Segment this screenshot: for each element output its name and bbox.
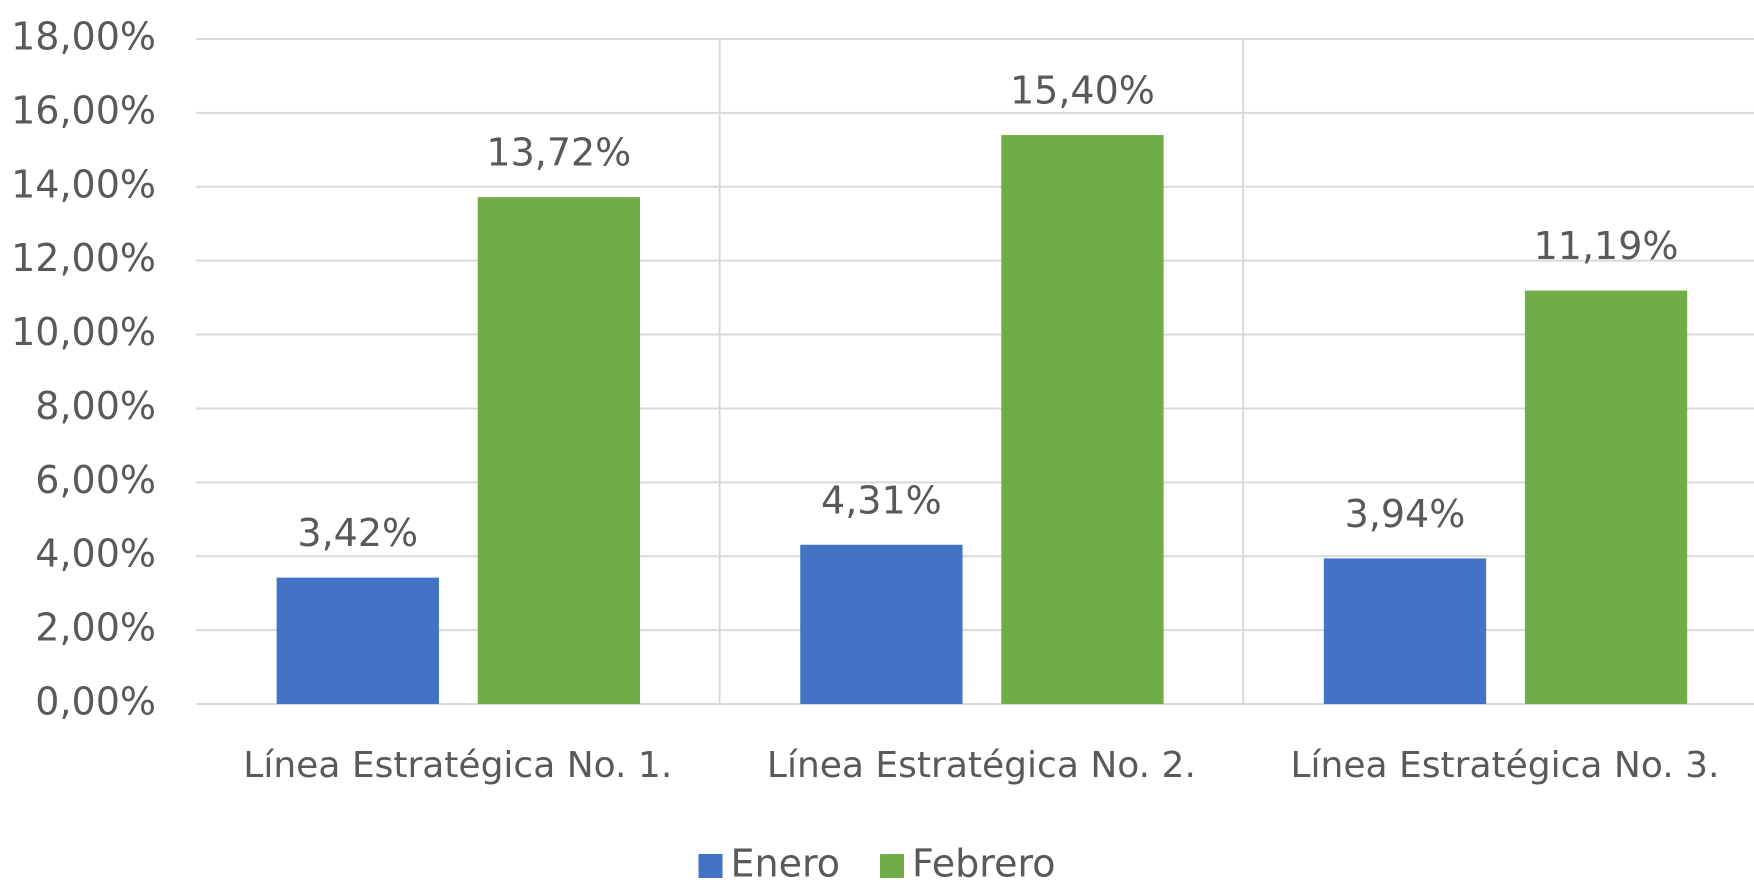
data-label: 11,19% [1534,224,1679,268]
bar [1323,558,1487,704]
data-label: 15,40% [1010,69,1155,113]
y-tick-label: 4,00% [35,532,156,576]
legend-label: Enero [731,842,841,886]
data-label: 4,31% [821,478,942,522]
x-tick-label: Línea Estratégica No. 3. [1291,745,1720,786]
x-tick-label: Línea Estratégica No. 1. [243,745,672,786]
legend-swatch [698,854,723,878]
y-tick-label: 14,00% [11,162,156,206]
bar [800,544,963,704]
y-tick-label: 6,00% [35,458,156,502]
y-tick-label: 18,00% [11,15,156,59]
data-label: 13,72% [486,131,631,175]
bar [1001,135,1164,705]
y-tick-label: 12,00% [11,236,156,280]
legend-label: Febrero [912,842,1055,886]
bar [276,577,439,704]
data-label: 3,94% [1345,492,1466,536]
bar [477,197,641,704]
legend-swatch [880,854,905,878]
y-tick-label: 10,00% [11,310,156,354]
bar [1524,290,1688,704]
y-tick-label: 16,00% [11,88,156,132]
y-tick-label: 8,00% [35,384,156,428]
data-label: 3,42% [297,511,418,555]
x-tick-label: Línea Estratégica No. 2. [767,745,1196,786]
y-tick-label: 2,00% [35,606,156,650]
y-tick-label: 0,00% [35,680,156,724]
